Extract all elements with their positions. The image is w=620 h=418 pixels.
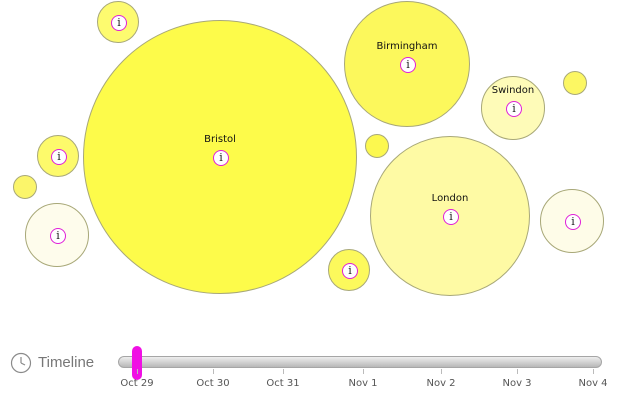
info-icon[interactable]: i [51,149,67,165]
bubble-label: Bristol [204,134,236,145]
timeline-tick [593,369,594,374]
timeline-tick [363,369,364,374]
bubble-swindon[interactable]: Swindon i [481,76,545,140]
bubble-london[interactable]: London i [370,136,530,296]
timeline-date-label[interactable]: Nov 3 [502,378,532,389]
bubble-birmingham[interactable]: Birmingham i [344,1,470,127]
bubble[interactable] [365,134,389,158]
bubble-label: Swindon [491,85,535,96]
info-icon[interactable]: i [565,214,581,230]
timeline-date-label[interactable]: Oct 29 [120,378,154,389]
info-icon[interactable]: i [50,228,66,244]
timeline-date-label[interactable]: Oct 31 [266,378,300,389]
timeline-tick [517,369,518,374]
timeline-title: Timeline [38,354,95,371]
timeline-handle[interactable] [132,346,142,380]
timeline-tick [283,369,284,374]
bubble-label: London [431,193,469,204]
timeline-tick [137,369,138,374]
timeline-tick [441,369,442,374]
bubble-label: Birmingham [376,41,438,52]
timeline-track[interactable] [118,356,602,368]
info-icon[interactable]: i [443,209,459,225]
info-icon[interactable]: i [213,150,229,166]
timeline-date-label[interactable]: Nov 2 [426,378,456,389]
info-icon[interactable]: i [342,263,358,279]
timeline: Timeline Oct 29 Oct 30 Oct 31 Nov 1 Nov 2 Nov… [0,340,620,418]
bubble[interactable]: i [97,1,139,43]
bubble[interactable] [13,175,37,199]
bubble[interactable]: i [540,189,604,253]
info-icon[interactable]: i [111,15,127,31]
bubble[interactable]: i [328,249,370,291]
timeline-date-label[interactable]: Oct 30 [196,378,230,389]
clock-icon [10,352,32,374]
timeline-date-label[interactable]: Nov 1 [348,378,378,389]
bubble-chart: i Bristol i Birmingham i Swindon i i London i i i i [13,1,604,296]
timeline-tick [213,369,214,374]
bubble[interactable] [563,71,587,95]
info-icon[interactable]: i [400,57,416,73]
bubble-bristol[interactable]: Bristol i [83,20,357,294]
info-icon[interactable]: i [506,101,522,117]
timeline-date-label[interactable]: Nov 4 [578,378,608,389]
bubble[interactable]: i [37,135,79,177]
bubble[interactable]: i [25,203,89,267]
